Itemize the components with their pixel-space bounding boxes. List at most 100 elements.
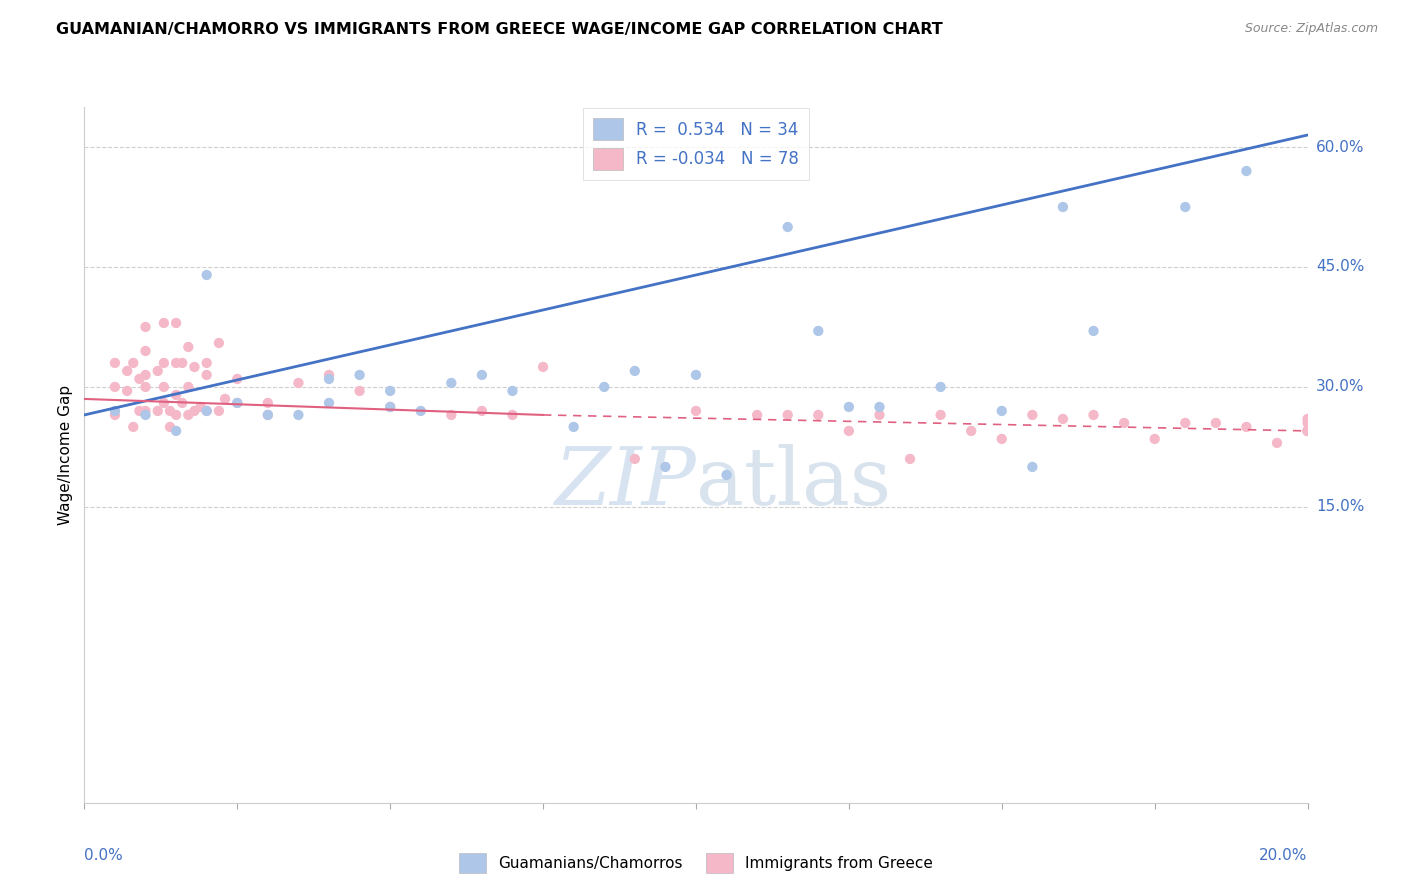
Point bbox=[153, 396, 176, 410]
Point bbox=[1296, 424, 1319, 438]
Text: 20.0%: 20.0% bbox=[1260, 848, 1308, 863]
Point bbox=[502, 384, 524, 398]
Point bbox=[208, 335, 231, 350]
Point bbox=[318, 368, 340, 382]
Point bbox=[1296, 412, 1319, 426]
Point bbox=[1114, 416, 1136, 430]
Point bbox=[349, 368, 371, 382]
Point bbox=[1296, 424, 1319, 438]
Point bbox=[190, 400, 212, 414]
Point bbox=[128, 372, 150, 386]
Point bbox=[165, 408, 187, 422]
Point bbox=[838, 400, 860, 414]
Point bbox=[226, 396, 249, 410]
Point bbox=[562, 420, 585, 434]
Point bbox=[287, 408, 309, 422]
Point bbox=[226, 396, 249, 410]
Point bbox=[183, 359, 205, 374]
Point bbox=[1083, 408, 1105, 422]
Point bbox=[318, 372, 340, 386]
Point bbox=[685, 368, 707, 382]
Point bbox=[440, 376, 463, 390]
Point bbox=[287, 376, 309, 390]
Point bbox=[172, 356, 194, 370]
Point bbox=[869, 400, 891, 414]
Point bbox=[122, 420, 145, 434]
Point bbox=[1083, 324, 1105, 338]
Point bbox=[104, 380, 127, 394]
Point bbox=[502, 408, 524, 422]
Text: 45.0%: 45.0% bbox=[1316, 260, 1364, 275]
Point bbox=[747, 408, 769, 422]
Point bbox=[183, 404, 205, 418]
Point bbox=[195, 404, 218, 418]
Point bbox=[318, 396, 340, 410]
Point bbox=[776, 408, 799, 422]
Legend: Guamanians/Chamorros, Immigrants from Greece: Guamanians/Chamorros, Immigrants from Gr… bbox=[453, 847, 939, 879]
Text: 60.0%: 60.0% bbox=[1316, 139, 1364, 154]
Point bbox=[159, 404, 181, 418]
Text: atlas: atlas bbox=[696, 443, 891, 522]
Point bbox=[1021, 459, 1043, 474]
Point bbox=[991, 432, 1014, 446]
Point bbox=[104, 356, 127, 370]
Text: 30.0%: 30.0% bbox=[1316, 379, 1364, 394]
Point bbox=[257, 408, 280, 422]
Point bbox=[624, 364, 647, 378]
Point bbox=[195, 356, 218, 370]
Point bbox=[349, 384, 371, 398]
Point bbox=[135, 404, 157, 418]
Point bbox=[1296, 424, 1319, 438]
Point bbox=[593, 380, 616, 394]
Point bbox=[624, 451, 647, 466]
Point bbox=[195, 268, 218, 282]
Text: Source: ZipAtlas.com: Source: ZipAtlas.com bbox=[1244, 22, 1378, 36]
Point bbox=[153, 380, 176, 394]
Point bbox=[776, 219, 799, 234]
Point bbox=[153, 356, 176, 370]
Point bbox=[1021, 408, 1043, 422]
Text: ZIP: ZIP bbox=[554, 444, 696, 522]
Point bbox=[838, 424, 860, 438]
Point bbox=[146, 404, 169, 418]
Point bbox=[1234, 420, 1257, 434]
Point bbox=[153, 316, 176, 330]
Point bbox=[115, 364, 138, 378]
Point bbox=[135, 380, 157, 394]
Point bbox=[177, 380, 200, 394]
Point bbox=[257, 408, 280, 422]
Point bbox=[135, 343, 157, 358]
Point bbox=[1052, 200, 1074, 214]
Point bbox=[685, 404, 707, 418]
Point bbox=[172, 396, 194, 410]
Point bbox=[929, 380, 952, 394]
Point bbox=[380, 400, 402, 414]
Point bbox=[195, 404, 218, 418]
Point bbox=[115, 384, 138, 398]
Point bbox=[177, 408, 200, 422]
Point bbox=[226, 372, 249, 386]
Point bbox=[1052, 412, 1074, 426]
Point bbox=[195, 368, 218, 382]
Text: 0.0%: 0.0% bbox=[84, 848, 124, 863]
Point bbox=[165, 424, 187, 438]
Point bbox=[1296, 424, 1319, 438]
Point bbox=[165, 316, 187, 330]
Point bbox=[1234, 164, 1257, 178]
Point bbox=[159, 420, 181, 434]
Point bbox=[135, 368, 157, 382]
Point bbox=[165, 356, 187, 370]
Point bbox=[380, 400, 402, 414]
Point bbox=[1174, 416, 1197, 430]
Point bbox=[208, 404, 231, 418]
Point bbox=[654, 459, 676, 474]
Point bbox=[471, 368, 494, 382]
Point bbox=[146, 364, 169, 378]
Point bbox=[128, 404, 150, 418]
Y-axis label: Wage/Income Gap: Wage/Income Gap bbox=[58, 384, 73, 525]
Text: GUAMANIAN/CHAMORRO VS IMMIGRANTS FROM GREECE WAGE/INCOME GAP CORRELATION CHART: GUAMANIAN/CHAMORRO VS IMMIGRANTS FROM GR… bbox=[56, 22, 943, 37]
Point bbox=[104, 408, 127, 422]
Point bbox=[177, 340, 200, 354]
Point bbox=[165, 388, 187, 402]
Point bbox=[1143, 432, 1166, 446]
